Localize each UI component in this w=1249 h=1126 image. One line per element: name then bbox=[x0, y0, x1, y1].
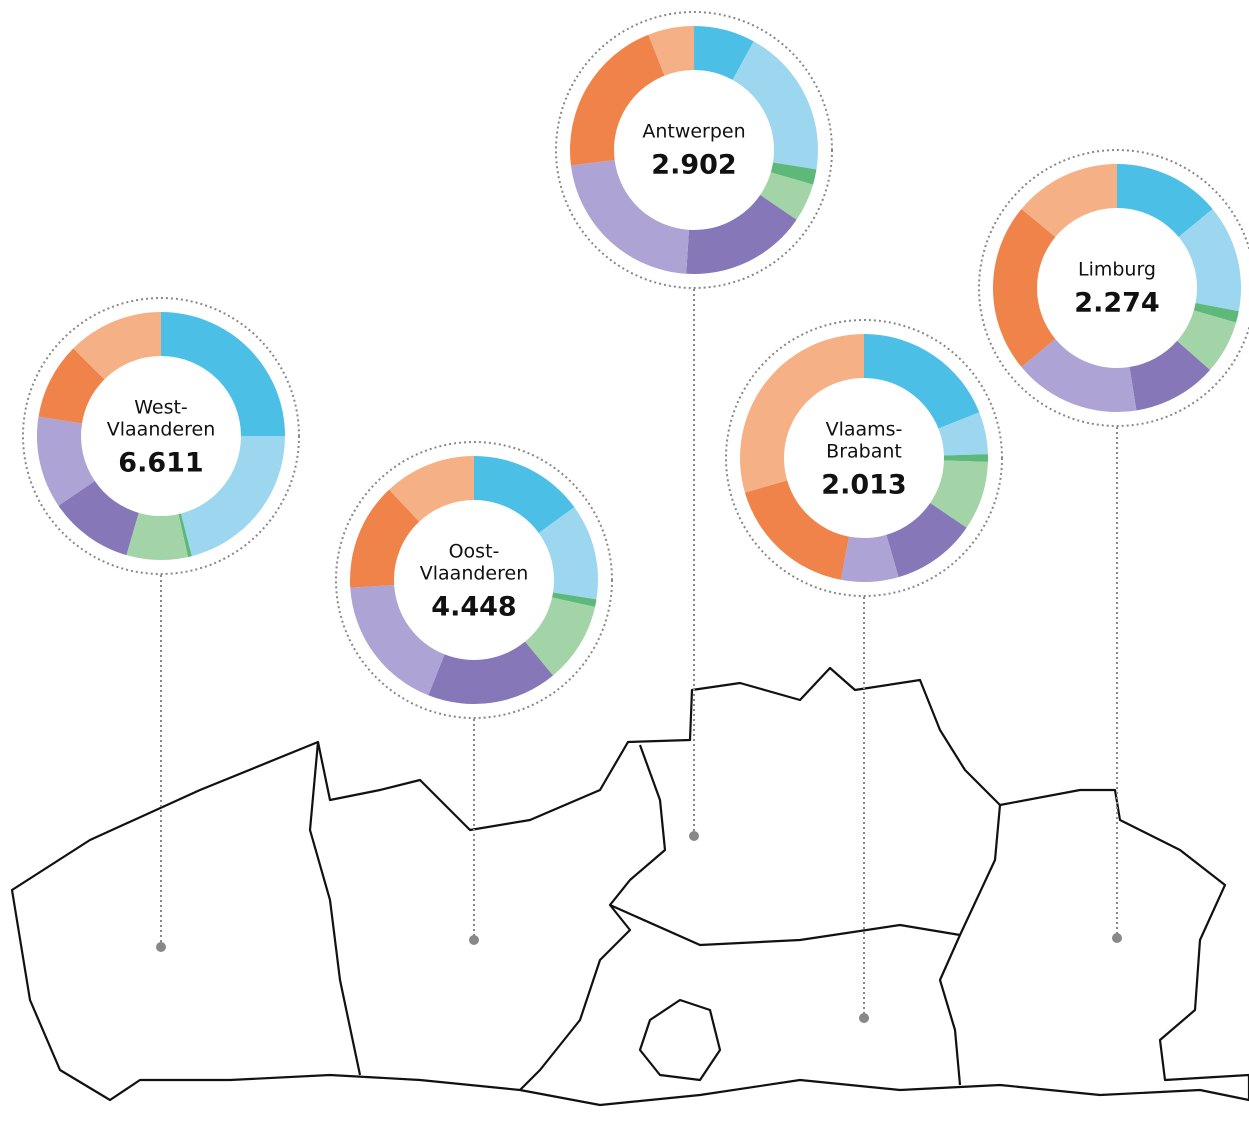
donut-segment bbox=[992, 208, 1056, 368]
donut-segment bbox=[760, 172, 814, 220]
donut-segment bbox=[524, 597, 596, 676]
donut-segment bbox=[73, 312, 161, 380]
donut-segment bbox=[126, 512, 189, 560]
donut-segment bbox=[570, 34, 665, 166]
province-name: Vlaams- bbox=[826, 419, 903, 441]
donut-segment bbox=[538, 507, 598, 600]
province-name: Vlaanderen bbox=[420, 563, 528, 585]
province-total: 2.013 bbox=[821, 470, 906, 501]
donut-segment bbox=[36, 416, 95, 506]
province-name: Antwerpen bbox=[642, 121, 745, 143]
donut-segment bbox=[1021, 164, 1117, 238]
donut-segment bbox=[1177, 310, 1237, 371]
donut-segment bbox=[428, 641, 554, 704]
pin bbox=[859, 1013, 869, 1023]
donut-segment bbox=[474, 456, 575, 533]
donut-segment bbox=[686, 194, 797, 274]
border bbox=[938, 804, 1002, 1086]
donut-segment bbox=[694, 26, 754, 80]
province-name: West- bbox=[134, 397, 188, 419]
donut-segment bbox=[161, 312, 285, 436]
donut-segment bbox=[1129, 340, 1211, 411]
donut-segment bbox=[1193, 302, 1239, 323]
donut-segment bbox=[930, 460, 988, 528]
donut-segment bbox=[552, 592, 597, 608]
border bbox=[519, 744, 667, 1091]
province-total: 2.274 bbox=[1074, 288, 1159, 319]
province-name: Vlaanderen bbox=[107, 419, 215, 441]
donut-segment bbox=[570, 160, 689, 274]
outline bbox=[10, 666, 1249, 1107]
province-name: Oost- bbox=[449, 541, 500, 563]
donut-segment bbox=[58, 480, 139, 556]
pin bbox=[1112, 933, 1122, 943]
province-name: Limburg bbox=[1078, 259, 1156, 281]
donut-segment bbox=[389, 456, 474, 522]
donut-segment bbox=[648, 26, 694, 76]
donut-segment bbox=[938, 412, 988, 456]
donut-segment bbox=[38, 348, 105, 424]
donut-segment bbox=[178, 513, 192, 558]
donut-segment bbox=[840, 534, 899, 582]
brussels bbox=[638, 998, 722, 1082]
donut-segment bbox=[886, 502, 967, 578]
donut-segment bbox=[180, 436, 285, 557]
donut-segment bbox=[770, 162, 817, 185]
province-name: Brabant bbox=[826, 441, 902, 463]
donut-segment bbox=[350, 489, 420, 588]
donut-segment bbox=[1117, 164, 1213, 238]
border bbox=[609, 903, 961, 947]
pin bbox=[689, 831, 699, 841]
donut-segment bbox=[1021, 338, 1137, 412]
donut-segment bbox=[740, 333, 864, 493]
donut-segment bbox=[864, 334, 980, 429]
donut-segment bbox=[1178, 208, 1241, 312]
pin bbox=[469, 935, 479, 945]
province-total: 2.902 bbox=[651, 150, 736, 181]
pin bbox=[156, 942, 166, 952]
province-total: 4.448 bbox=[431, 592, 516, 623]
donut-segment bbox=[943, 454, 988, 462]
donut-segment bbox=[350, 585, 445, 696]
flanders-map bbox=[10, 666, 1249, 1107]
border bbox=[308, 741, 362, 1076]
donut-segment bbox=[744, 480, 850, 580]
province-total: 6.611 bbox=[118, 448, 203, 479]
donut-segment bbox=[732, 41, 818, 170]
